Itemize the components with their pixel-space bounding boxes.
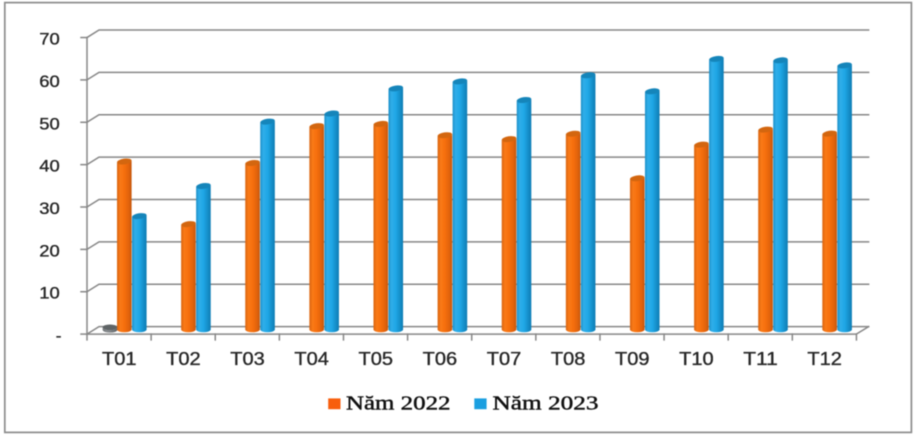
- svg-text:T08: T08: [551, 349, 586, 369]
- svg-text:10: 10: [39, 284, 60, 303]
- svg-text:T11: T11: [743, 349, 778, 369]
- svg-text:T03: T03: [230, 349, 265, 369]
- svg-text:T02: T02: [166, 349, 201, 369]
- svg-text:30: 30: [39, 199, 60, 218]
- svg-text:20: 20: [39, 241, 60, 260]
- svg-text:T10: T10: [679, 349, 714, 369]
- svg-text:60: 60: [39, 72, 60, 91]
- svg-text:50: 50: [39, 114, 60, 133]
- svg-text:T05: T05: [359, 349, 394, 369]
- svg-text:Năm 2023: Năm 2023: [493, 393, 599, 415]
- svg-text:T07: T07: [487, 349, 522, 369]
- svg-text:40: 40: [39, 157, 60, 176]
- svg-text:T04: T04: [294, 349, 329, 369]
- svg-text:T09: T09: [615, 349, 650, 369]
- svg-text:T01: T01: [102, 349, 137, 369]
- svg-text:Năm 2022: Năm 2022: [346, 393, 451, 415]
- svg-text:-: -: [56, 327, 62, 346]
- svg-text:70: 70: [39, 30, 60, 49]
- svg-text:T12: T12: [807, 349, 842, 369]
- svg-text:T06: T06: [423, 349, 458, 369]
